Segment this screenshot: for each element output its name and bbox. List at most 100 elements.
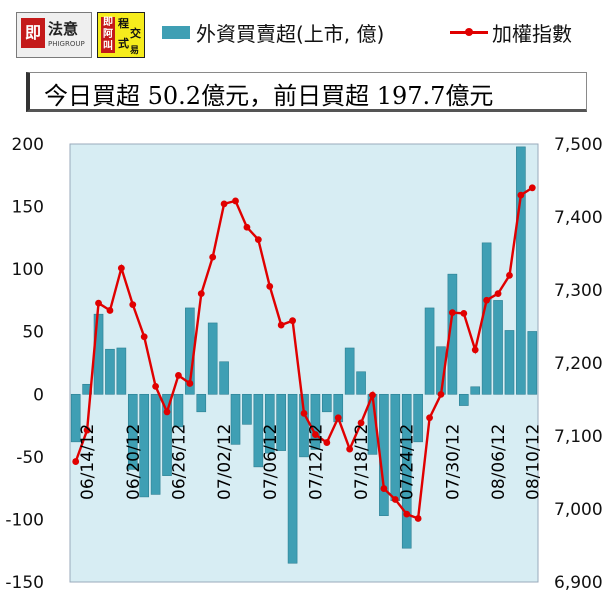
x-tick-label: 06/14/12 xyxy=(78,424,98,500)
y-left-tick-label: 150 xyxy=(12,198,44,218)
y-left-tick-label: -150 xyxy=(5,573,44,593)
index-point xyxy=(312,431,319,438)
plot-area xyxy=(69,143,539,583)
bar xyxy=(219,361,229,395)
index-point xyxy=(346,445,354,453)
index-point xyxy=(323,439,331,446)
index-point xyxy=(517,191,525,199)
bar xyxy=(310,393,321,450)
bar xyxy=(173,393,184,428)
bar xyxy=(264,393,275,454)
index-point xyxy=(414,515,422,522)
index-point xyxy=(72,458,80,465)
y-right-tick-label: 7,500 xyxy=(554,135,603,155)
index-point xyxy=(506,272,513,279)
y-left-tick-label: -100 xyxy=(5,510,44,530)
x-tick-label: 08/06/12 xyxy=(489,424,509,500)
logo2-char: 程 xyxy=(118,17,129,30)
index-point xyxy=(152,382,160,390)
index-point xyxy=(117,264,125,272)
bar xyxy=(413,393,423,443)
legend-line-label: 加權指數 xyxy=(492,21,572,46)
bar xyxy=(333,393,344,423)
y-left-tick-label: 50 xyxy=(22,323,44,343)
index-point xyxy=(95,299,102,307)
y-left-tick-label: 0 xyxy=(33,385,44,405)
x-tick-label: 07/02/12 xyxy=(215,424,235,500)
logo2-seal: 即阿叫 xyxy=(101,17,115,53)
index-point xyxy=(528,184,536,192)
bar xyxy=(70,393,81,443)
bar xyxy=(116,347,127,395)
index-point xyxy=(254,236,262,244)
index-point xyxy=(175,372,182,379)
index-point xyxy=(277,321,285,329)
logo-name: 法意 xyxy=(48,20,79,38)
index-point xyxy=(243,223,251,231)
bar xyxy=(344,347,355,395)
logo2-char: 易 xyxy=(130,46,140,56)
y-left-tick-label: 200 xyxy=(12,135,44,155)
y-right-tick-label: 7,100 xyxy=(554,427,603,447)
bar xyxy=(424,307,435,395)
index-point xyxy=(220,200,228,208)
x-tick-label: 07/24/12 xyxy=(398,424,418,500)
x-tick-label: 06/26/12 xyxy=(169,424,189,500)
bar xyxy=(458,393,469,406)
index-point xyxy=(83,426,91,434)
index-point xyxy=(426,414,433,422)
bar xyxy=(299,393,309,458)
bar xyxy=(504,330,515,395)
bar xyxy=(276,393,286,451)
legend-bar-label: 外資買賣超(上市, 億) xyxy=(196,21,385,46)
index-point xyxy=(106,307,114,314)
y-right-tick-label: 7,200 xyxy=(554,354,603,374)
program-trading-logo: 即阿叫 程 式 交 易 xyxy=(97,12,145,58)
bar xyxy=(287,393,298,564)
index-point xyxy=(197,290,205,298)
bar xyxy=(516,146,526,395)
bar xyxy=(493,300,503,395)
bar xyxy=(322,393,332,413)
bar xyxy=(162,393,172,476)
y-left-tick-label: -50 xyxy=(16,448,44,468)
index-point xyxy=(266,282,274,290)
logo-seal: 即 xyxy=(21,18,45,48)
index-point xyxy=(163,408,171,416)
logo2-char: 交 xyxy=(130,27,141,40)
y-right-tick-label: 7,000 xyxy=(554,500,603,520)
bar xyxy=(196,393,207,413)
index-point xyxy=(403,510,411,518)
index-point xyxy=(129,301,137,308)
y-right-tick-label: 6,900 xyxy=(554,573,603,593)
phigroup-logo: 即 法意 PHIGROUP xyxy=(16,12,92,58)
index-point xyxy=(209,253,217,261)
x-tick-label: 06/20/12 xyxy=(124,424,144,500)
index-point xyxy=(437,390,445,398)
x-tick-label: 07/18/12 xyxy=(352,424,372,500)
index-point xyxy=(483,296,491,304)
bar xyxy=(242,393,252,425)
legend-line-swatch xyxy=(450,27,488,36)
bar xyxy=(207,322,218,395)
x-tick-label: 08/10/12 xyxy=(523,424,543,500)
bar xyxy=(447,273,458,395)
index-point xyxy=(232,197,239,205)
summary-box: 今日買超 50.2億元，前日買超 197.7億元 xyxy=(26,72,587,112)
index-point xyxy=(460,309,468,317)
index-point xyxy=(471,346,479,354)
bar xyxy=(139,393,150,498)
y-right-tick-label: 7,400 xyxy=(554,208,603,228)
y-left-tick-label: 100 xyxy=(12,260,44,280)
x-tick-label: 07/12/12 xyxy=(306,424,326,500)
legend-line-entry: 加權指數 xyxy=(450,17,572,47)
logo-subtitle: PHIGROUP xyxy=(48,40,85,48)
x-tick-label: 07/06/12 xyxy=(261,424,281,500)
y-right-tick-label: 7,300 xyxy=(554,281,603,301)
index-point xyxy=(448,309,456,317)
bar xyxy=(105,348,115,395)
index-point xyxy=(391,496,399,503)
bar xyxy=(230,393,241,445)
legend-bar-entry: 外資買賣超(上市, 億) xyxy=(162,17,384,47)
